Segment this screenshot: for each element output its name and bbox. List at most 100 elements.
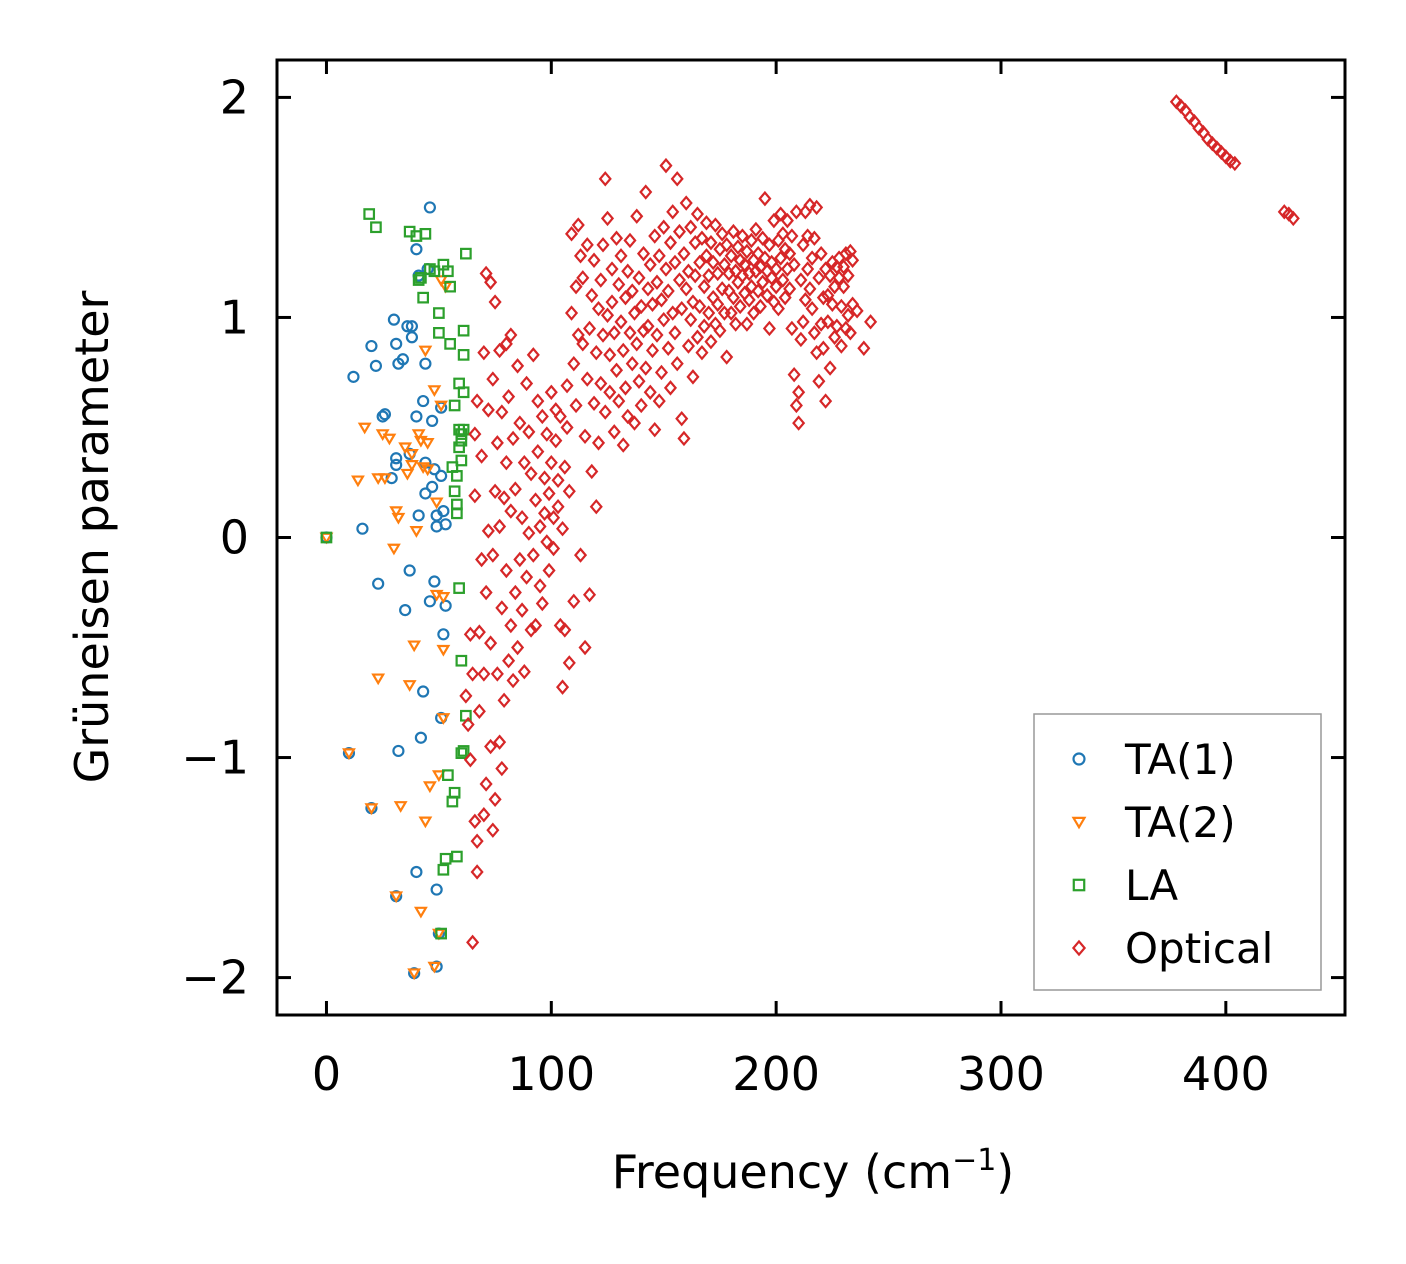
data-point	[733, 298, 747, 315]
data-point	[645, 296, 660, 312]
data-point	[780, 212, 794, 229]
data-point	[455, 747, 468, 759]
data-point	[451, 507, 463, 520]
data-point	[504, 503, 518, 519]
data-point	[457, 324, 470, 337]
data-point	[544, 454, 558, 471]
data-point	[742, 292, 756, 308]
data-point	[442, 265, 454, 278]
data-point	[841, 267, 855, 284]
data-point	[805, 250, 819, 266]
data-point	[371, 673, 386, 686]
data-point	[540, 426, 554, 442]
data-point	[495, 404, 509, 420]
data-point	[571, 217, 585, 233]
data-point	[600, 307, 615, 323]
data-point	[783, 281, 797, 297]
data-point	[834, 338, 848, 354]
data-point	[515, 509, 529, 526]
data-point	[427, 385, 442, 397]
data-point	[607, 325, 621, 341]
data-point	[535, 408, 549, 425]
data-point	[816, 289, 830, 306]
data-point	[422, 781, 437, 794]
data-point	[560, 419, 574, 436]
data-point	[634, 397, 648, 414]
data-point	[776, 226, 790, 242]
data-point	[697, 278, 711, 295]
data-point	[531, 393, 545, 409]
data-point	[591, 300, 606, 317]
data-point	[451, 470, 463, 482]
data-point	[643, 256, 657, 273]
data-point	[749, 263, 763, 279]
data-point	[417, 291, 429, 304]
data-point	[758, 190, 772, 207]
data-point	[814, 245, 828, 262]
data-point	[567, 593, 581, 610]
x-axis-ticks: 0 100 200 300 400	[312, 60, 1270, 1101]
data-point	[690, 329, 704, 345]
data-point	[796, 314, 810, 330]
data-point	[715, 226, 729, 242]
data-point	[697, 318, 711, 334]
data-point	[801, 228, 815, 244]
data-point	[540, 534, 554, 550]
data-point	[551, 472, 565, 488]
data-point	[320, 531, 333, 544]
x-tick-label: 400	[1182, 1047, 1270, 1101]
data-point	[488, 791, 502, 808]
data-point	[614, 248, 628, 264]
data-point	[819, 393, 833, 409]
data-point	[679, 195, 693, 211]
data-point	[724, 248, 738, 264]
data-point	[418, 816, 433, 829]
data-point	[356, 522, 369, 535]
data-point	[774, 206, 788, 222]
data-point	[760, 287, 774, 304]
data-point	[488, 483, 502, 499]
data-point	[785, 228, 799, 244]
data-point	[648, 228, 662, 244]
data-point	[857, 340, 871, 356]
data-point	[533, 578, 547, 594]
data-point	[740, 316, 754, 332]
data-point	[650, 274, 664, 290]
data-point	[578, 639, 592, 656]
data-point	[803, 281, 817, 297]
data-point	[720, 349, 734, 365]
data-point	[735, 267, 749, 284]
data-point	[652, 393, 666, 409]
data-point	[609, 230, 624, 246]
data-point	[846, 252, 860, 268]
data-point	[490, 435, 504, 451]
data-point	[396, 353, 410, 366]
data-point	[720, 237, 734, 253]
data-point	[749, 221, 763, 238]
data-point	[526, 347, 540, 363]
data-point	[526, 547, 540, 563]
data-point	[472, 624, 486, 640]
series-optical	[459, 94, 1300, 951]
data-point	[576, 336, 590, 352]
legend-label: TA(2)	[1124, 798, 1236, 847]
x-axis-label-text: Frequency (cm	[612, 1145, 952, 1199]
data-point	[677, 245, 691, 262]
data-point	[481, 523, 495, 539]
data-point	[430, 883, 443, 896]
data-point	[726, 223, 740, 240]
data-point	[704, 333, 718, 350]
data-point	[666, 204, 680, 220]
data-point	[686, 294, 700, 310]
data-point	[567, 355, 581, 372]
data-point	[538, 470, 552, 486]
data-point	[587, 252, 601, 268]
data-point	[810, 199, 824, 216]
data-point	[431, 770, 446, 783]
data-point	[681, 338, 696, 354]
data-point	[544, 384, 558, 400]
data-point	[493, 518, 507, 535]
data-point	[410, 410, 423, 423]
data-point	[807, 325, 821, 341]
data-point	[448, 786, 461, 799]
